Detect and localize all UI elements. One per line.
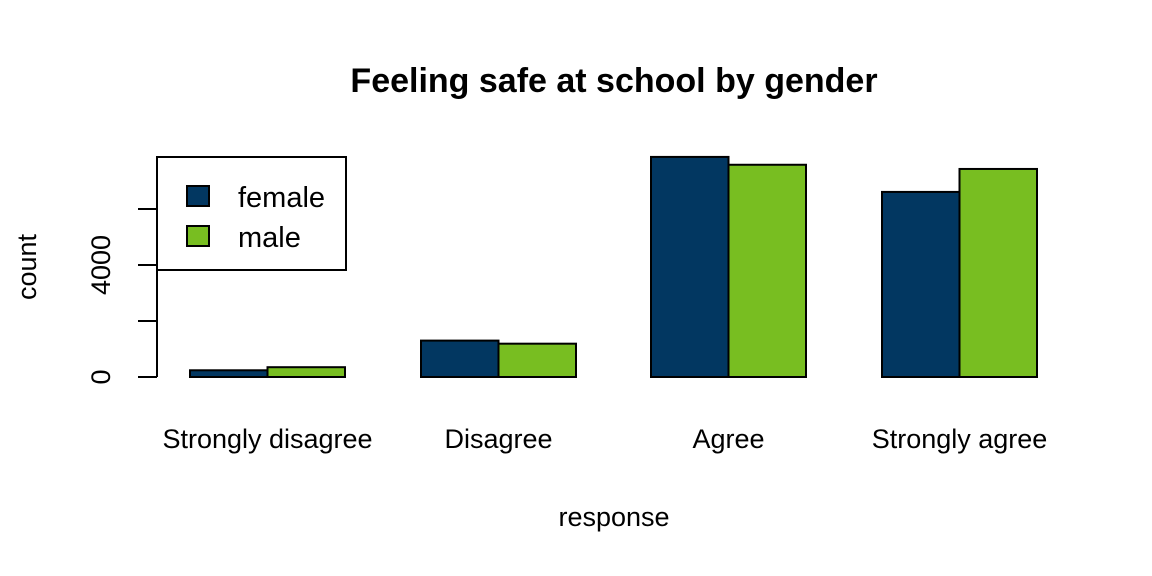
legend-swatch-male [186,225,210,247]
legend-swatch-female [186,185,210,207]
y-axis: 0 4000 [86,208,158,385]
bar-female-agree [650,155,730,378]
x-axis-label: response [558,502,669,532]
legend: female male [156,156,347,271]
x-tick-label: Strongly agree [872,424,1048,454]
category-labels: Strongly disagree Disagree Agree Strongly a… [162,424,1047,454]
y-axis-label: count [12,233,42,300]
legend-label-female: female [238,182,325,214]
bar-male-disagree [497,342,577,378]
x-tick-label: Disagree [444,424,552,454]
bars [189,155,1038,379]
bar-male-agree [727,163,807,378]
x-tick-label: Strongly disagree [162,424,372,454]
y-tick-label: 4000 [86,235,116,295]
x-tick-label: Agree [692,424,764,454]
legend-label-male: male [238,222,301,254]
bar-male-strongly-agree [958,167,1038,378]
y-tick-label: 0 [86,369,116,384]
chart-title: Feeling safe at school by gender [350,62,877,100]
bar-female-disagree [420,339,500,379]
bar-female-strongly-agree [881,190,961,378]
legend-box [156,156,347,271]
bar-male-strongly-disagree [266,366,346,379]
bar-female-strongly-disagree [189,369,269,378]
